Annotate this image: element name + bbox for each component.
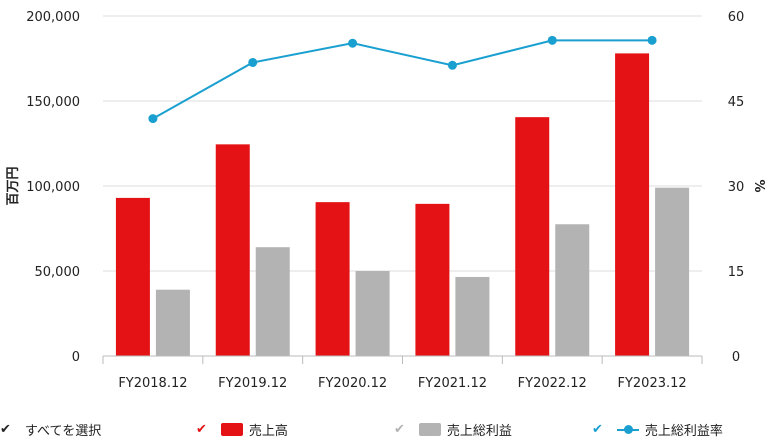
point-gross-margin [647, 35, 657, 45]
bar-swatch-icon [220, 422, 243, 436]
legend-item-label: 売上総利益率 [644, 423, 723, 439]
y-right-tick-label: 45 [728, 95, 745, 110]
checkmark-icon: ✔ [592, 421, 603, 437]
bar-gross-profit [655, 187, 690, 356]
y-left-tick-label: 50,000 [35, 265, 81, 280]
bar-sales [515, 117, 550, 357]
legend-item-label: 売上高 [248, 423, 288, 439]
legend-item-sales[interactable]: ✔ 売上高 [196, 416, 288, 442]
y-left-tick-label: 150,000 [26, 95, 80, 110]
bar-sales [315, 202, 350, 356]
x-tick-label: FY2019.12 [218, 376, 287, 391]
x-tick-label: FY2023.12 [617, 376, 686, 391]
y-right-axis-title: % [751, 179, 766, 192]
point-gross-margin [348, 38, 358, 48]
x-tick-label: FY2020.12 [318, 376, 387, 391]
checkmark-icon: ✔ [196, 421, 207, 437]
point-gross-margin [447, 60, 457, 70]
bar-gross-profit [455, 276, 490, 356]
bar-sales [215, 144, 250, 356]
legend-select-all[interactable]: ✔ すべてを選択 [0, 416, 101, 442]
y-left-tick-label: 200,000 [26, 10, 80, 25]
y-right-tick-label: 0 [732, 350, 740, 365]
bar-gross-profit [255, 247, 290, 356]
x-tick-label: FY2021.12 [418, 376, 487, 391]
checkmark-icon: ✔ [394, 421, 405, 437]
bar-sales [415, 203, 450, 356]
bar-sales [615, 53, 650, 357]
legend-item-gross-profit[interactable]: ✔ 売上総利益 [394, 416, 512, 442]
y-left-tick-label: 0 [72, 350, 80, 365]
legend-item-gross-margin[interactable]: ✔ 売上総利益率 [592, 416, 723, 442]
y-right-tick-label: 60 [728, 10, 745, 25]
marker-dot-icon [623, 424, 633, 434]
x-tick-label: FY2022.12 [518, 376, 587, 391]
legend-item-label: 売上総利益 [446, 423, 512, 439]
point-gross-margin [547, 35, 557, 45]
point-gross-margin [148, 114, 158, 124]
bar-swatch-icon [418, 422, 441, 436]
bar-sales [115, 197, 150, 356]
y-left-tick-label: 100,000 [26, 180, 80, 195]
checkmark-icon: ✔ [0, 421, 11, 437]
line-gross-margin [152, 39, 653, 120]
bar-gross-profit [155, 289, 190, 356]
legend: ✔ すべてを選択 ✔ 売上高 ✔ 売上総利益 ✔ 売上総利益率 [0, 416, 768, 442]
bar-gross-profit [355, 271, 390, 356]
y-left-axis-title: 百万円 [6, 166, 21, 205]
bar-gross-profit [555, 224, 590, 356]
chart: 0 50,000 100,000 150,000 200,000 0 15 30 45 60 百万円… [6, 10, 766, 391]
y-right-tick-label: 15 [728, 265, 745, 280]
line-swatch-icon [616, 423, 639, 436]
y-right-tick-label: 30 [728, 180, 745, 195]
x-tick-label: FY2018.12 [118, 376, 187, 391]
point-gross-margin [248, 57, 258, 67]
legend-select-all-label: すべてを選択 [24, 423, 102, 439]
